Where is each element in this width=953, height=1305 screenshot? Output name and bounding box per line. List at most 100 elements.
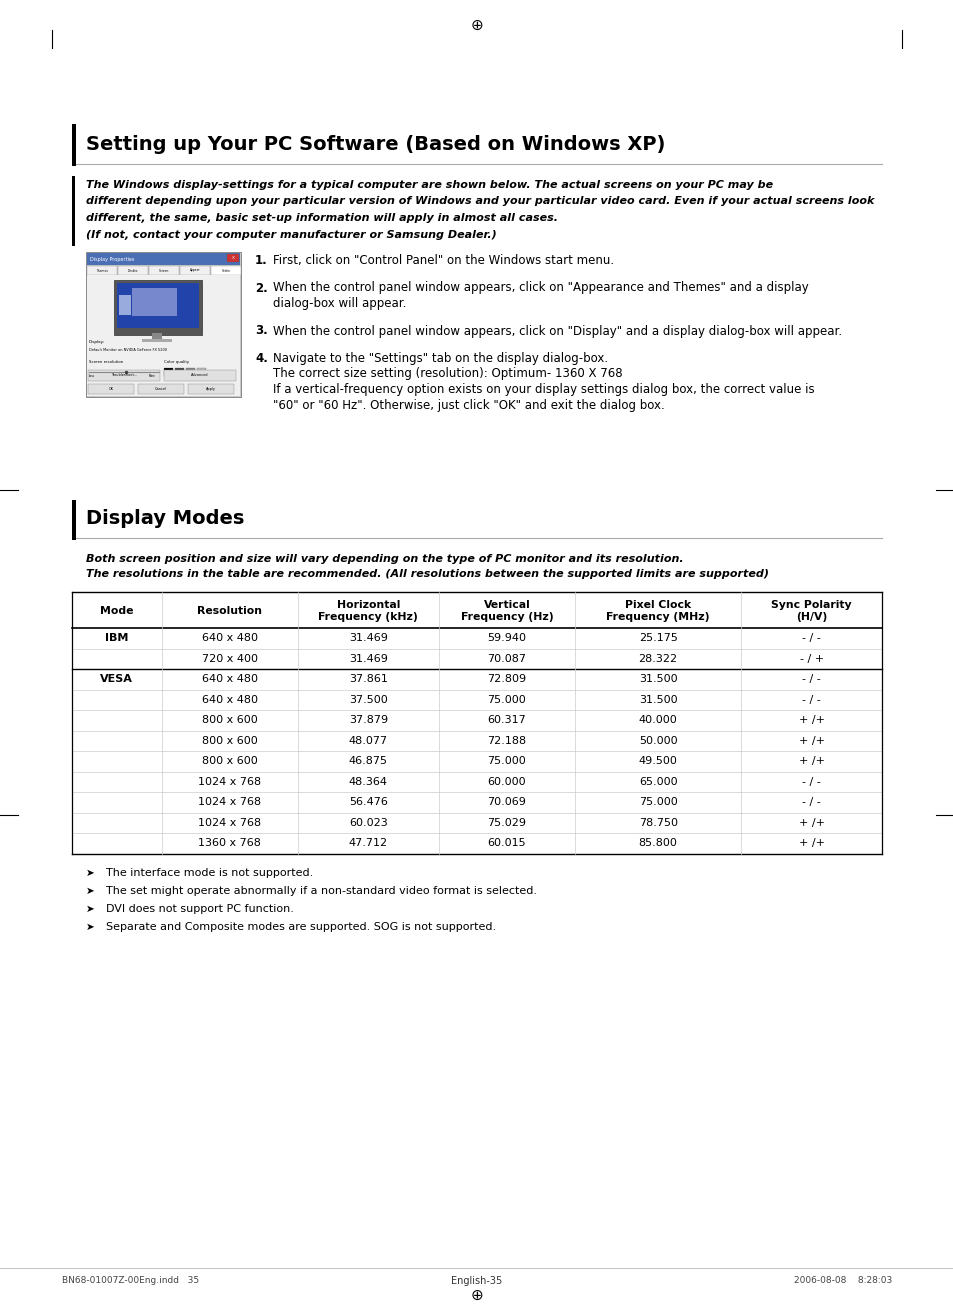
Text: Themes: Themes xyxy=(96,269,108,273)
Text: Navigate to the "Settings" tab on the display dialog-box.: Navigate to the "Settings" tab on the di… xyxy=(273,352,607,365)
Bar xyxy=(164,368,172,376)
Bar xyxy=(211,266,241,275)
Text: 31.500: 31.500 xyxy=(639,675,677,684)
Text: When the control panel window appears, click on "Appearance and Themes" and a di: When the control panel window appears, c… xyxy=(273,282,808,295)
Bar xyxy=(227,254,239,262)
Text: 46.875: 46.875 xyxy=(349,757,387,766)
Text: BN68-01007Z-00Eng.indd   35: BN68-01007Z-00Eng.indd 35 xyxy=(62,1276,199,1285)
Text: DVI does not support PC function.: DVI does not support PC function. xyxy=(106,903,294,914)
Text: ➤: ➤ xyxy=(86,868,94,877)
Bar xyxy=(152,333,162,339)
Text: - / -: - / - xyxy=(801,633,821,643)
Bar xyxy=(87,275,240,395)
Text: 3.: 3. xyxy=(254,325,268,338)
Bar xyxy=(186,368,194,376)
Text: 720 x 400: 720 x 400 xyxy=(201,654,257,664)
Text: + /+: + /+ xyxy=(798,838,823,848)
Text: 31.500: 31.500 xyxy=(639,694,677,705)
Text: 1.: 1. xyxy=(254,254,268,268)
Bar xyxy=(188,384,233,394)
Text: 56.476: 56.476 xyxy=(349,797,387,808)
Text: 2006-08-08    8:28:03: 2006-08-08 8:28:03 xyxy=(793,1276,891,1285)
Text: 1024 x 768: 1024 x 768 xyxy=(198,776,261,787)
Text: ⊕: ⊕ xyxy=(470,1288,483,1302)
Text: Troubleshoot...: Troubleshoot... xyxy=(111,373,137,377)
Text: Frequency (Hz): Frequency (Hz) xyxy=(460,612,553,622)
Bar xyxy=(132,288,177,316)
Text: Color quality: Color quality xyxy=(164,360,189,364)
Text: 1024 x 768: 1024 x 768 xyxy=(198,818,261,827)
Text: ➤: ➤ xyxy=(86,903,94,914)
Text: Sync Polarity: Sync Polarity xyxy=(771,600,851,609)
Text: different depending upon your particular version of Windows and your particular : different depending upon your particular… xyxy=(86,197,874,206)
Text: (H/V): (H/V) xyxy=(795,612,826,622)
Bar xyxy=(142,339,172,342)
Bar xyxy=(86,252,241,397)
Text: - / -: - / - xyxy=(801,694,821,705)
Bar xyxy=(87,266,117,275)
Bar xyxy=(180,266,210,275)
Text: 800 x 600: 800 x 600 xyxy=(202,715,257,726)
Bar xyxy=(71,176,75,247)
Text: When the control panel window appears, click on "Display" and a display dialog-b: When the control panel window appears, c… xyxy=(273,325,841,338)
Text: (If not, contact your computer manufacturer or Samsung Dealer.): (If not, contact your computer manufactu… xyxy=(86,230,497,240)
Text: More: More xyxy=(149,375,156,378)
Text: 4.: 4. xyxy=(254,352,268,365)
Text: 640 x 480: 640 x 480 xyxy=(201,633,257,643)
Text: Appear: Appear xyxy=(190,269,200,273)
Bar xyxy=(118,266,148,275)
Text: 49.500: 49.500 xyxy=(639,757,677,766)
Text: + /+: + /+ xyxy=(798,818,823,827)
Text: 78.750: 78.750 xyxy=(638,818,677,827)
Text: 31.469: 31.469 xyxy=(349,633,387,643)
Text: First, click on "Control Panel" on the Windows start menu.: First, click on "Control Panel" on the W… xyxy=(273,254,614,268)
Text: Frequency (MHz): Frequency (MHz) xyxy=(606,612,709,622)
Text: English-35: English-35 xyxy=(451,1276,502,1285)
Text: IBM: IBM xyxy=(105,633,129,643)
Bar xyxy=(113,281,202,335)
Text: 37.500: 37.500 xyxy=(349,694,387,705)
Text: Display Modes: Display Modes xyxy=(86,509,244,527)
Text: + /+: + /+ xyxy=(798,736,823,745)
Text: 60.023: 60.023 xyxy=(349,818,387,827)
Text: 59.940: 59.940 xyxy=(487,633,526,643)
Text: OK: OK xyxy=(109,388,113,392)
Text: Resolution: Resolution xyxy=(197,606,262,616)
Text: 60.317: 60.317 xyxy=(487,715,526,726)
Text: different, the same, basic set-up information will apply in almost all cases.: different, the same, basic set-up inform… xyxy=(86,213,558,223)
Text: 60.015: 60.015 xyxy=(487,838,526,848)
Text: 2.: 2. xyxy=(254,282,268,295)
Text: ➤: ➤ xyxy=(86,921,94,932)
Text: + /+: + /+ xyxy=(798,715,823,726)
Bar xyxy=(88,371,160,381)
Text: Pixel Clock: Pixel Clock xyxy=(624,600,691,609)
Text: The Windows display-settings for a typical computer are shown below. The actual : The Windows display-settings for a typic… xyxy=(86,180,772,191)
Text: Advanced: Advanced xyxy=(191,373,209,377)
Text: 640 x 480: 640 x 480 xyxy=(201,694,257,705)
Text: Apply: Apply xyxy=(206,388,215,392)
Text: Vertical: Vertical xyxy=(483,600,530,609)
Text: ⊕: ⊕ xyxy=(470,18,483,33)
Text: 37.861: 37.861 xyxy=(349,675,387,684)
Text: 48.364: 48.364 xyxy=(349,776,387,787)
Text: The set might operate abnormally if a non-standard video format is selected.: The set might operate abnormally if a no… xyxy=(106,886,537,895)
Text: 60.000: 60.000 xyxy=(487,776,526,787)
Text: Screen: Screen xyxy=(158,269,169,273)
Text: Both screen position and size will vary depending on the type of PC monitor and : Both screen position and size will vary … xyxy=(86,555,683,564)
Text: 47.712: 47.712 xyxy=(349,838,388,848)
Text: - / +: - / + xyxy=(799,654,822,664)
Text: X: X xyxy=(232,256,234,260)
Text: If a vertical-frequency option exists on your display settings dialog box, the c: If a vertical-frequency option exists on… xyxy=(273,382,814,395)
Text: 70.087: 70.087 xyxy=(487,654,526,664)
Bar xyxy=(138,384,184,394)
Text: The interface mode is not supported.: The interface mode is not supported. xyxy=(106,868,313,877)
Text: 72.188: 72.188 xyxy=(487,736,526,745)
Text: Display Properties: Display Properties xyxy=(90,257,134,261)
Text: 31.469: 31.469 xyxy=(349,654,387,664)
Text: Default Monitor on NVIDIA GeForce FX 5200: Default Monitor on NVIDIA GeForce FX 520… xyxy=(89,348,167,352)
Bar xyxy=(119,295,131,315)
Bar xyxy=(71,500,76,540)
Text: 1360 x 768: 1360 x 768 xyxy=(198,838,261,848)
Text: Screen resolution: Screen resolution xyxy=(89,360,123,364)
Text: - / -: - / - xyxy=(801,776,821,787)
